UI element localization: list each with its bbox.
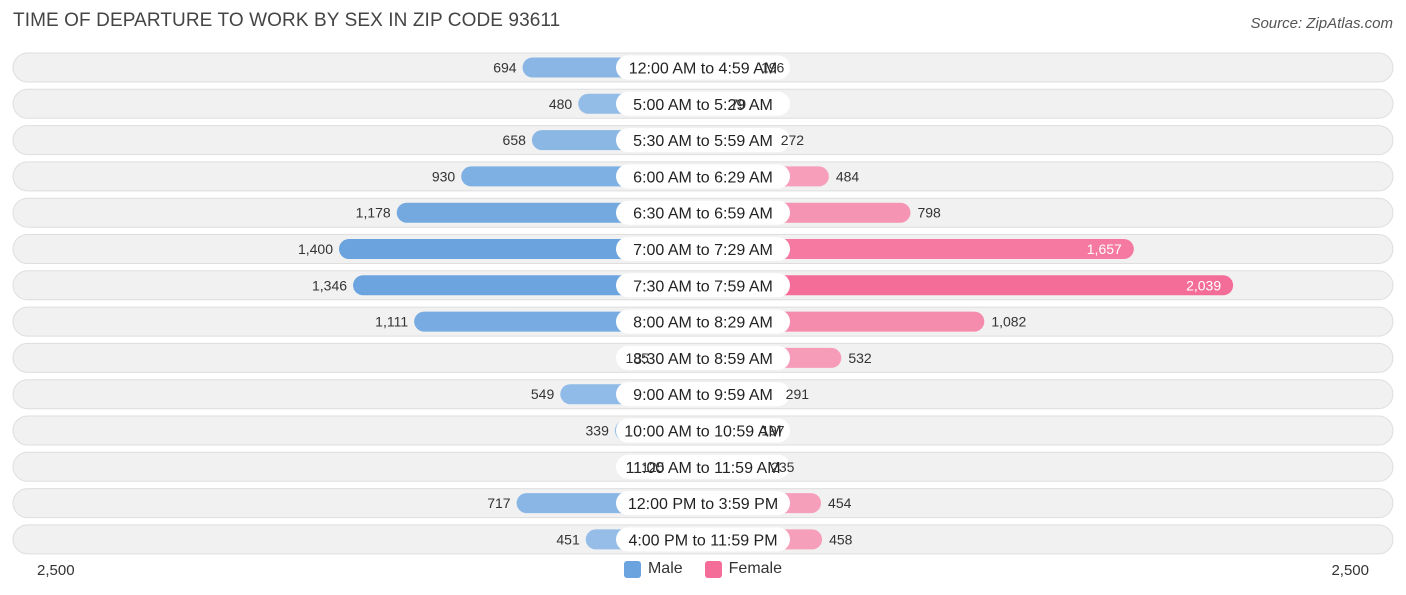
female-value-label: 235 [771,459,795,475]
category-label-pill [616,91,790,116]
category-label-pill [616,527,790,552]
female-bar [693,239,1134,259]
category-label-pill [616,237,790,261]
category-label: 10:00 AM to 10:59 AM [624,424,781,441]
category-label: 7:30 AM to 7:59 AM [633,278,773,295]
male-value-label: 125 [641,459,665,475]
category-label-pill [616,273,790,298]
category-label: 9:00 AM to 9:59 AM [633,387,773,404]
legend-label-male: Male [647,560,683,577]
axis-left-label: 2,500 [37,562,75,579]
category-label: 5:30 AM to 5:59 AM [633,133,773,150]
category-label-pill [616,454,790,479]
female-value-label: 79 [731,96,747,112]
female-value-label: 2,039 [1186,277,1221,293]
legend-item-female[interactable]: Female [704,560,783,578]
male-value-label: 1,178 [356,205,391,221]
female-swatch-icon [704,560,722,578]
category-label: 7:00 AM to 7:29 AM [633,242,773,259]
male-value-label: 185 [626,350,650,366]
female-bar [693,275,1234,296]
male-value-label: 549 [531,386,555,402]
female-value-label: 196 [761,60,785,76]
category-label-pill [616,382,790,407]
male-value-label: 451 [556,531,580,547]
legend: Male Female [0,560,1406,578]
category-label-pill [616,200,790,225]
male-value-label: 339 [586,423,610,439]
male-value-label: 1,346 [312,277,347,293]
female-value-label: 458 [829,531,853,547]
category-label: 12:00 AM to 4:59 AM [629,61,778,78]
source-note: Source: ZipAtlas.com [1250,15,1393,32]
female-value-label: 454 [828,495,852,511]
category-label-pill [616,309,790,334]
category-label: 8:30 AM to 8:59 AM [633,351,773,368]
category-label-pill [616,55,790,80]
category-label: 8:00 AM to 8:29 AM [633,315,773,332]
male-value-label: 658 [503,132,527,148]
category-label: 5:00 AM to 5:29 AM [633,97,773,114]
female-value-label: 532 [848,350,872,366]
female-value-label: 1,657 [1087,241,1122,257]
category-label-pill [616,491,790,516]
category-label-pill [616,128,790,153]
category-label: 6:00 AM to 6:29 AM [633,169,773,186]
female-value-label: 272 [781,132,805,148]
legend-item-male[interactable]: Male [623,560,683,578]
female-value-label: 197 [761,423,785,439]
male-value-label: 694 [493,60,517,76]
male-value-label: 1,400 [298,241,333,257]
female-value-label: 291 [786,386,810,402]
male-value-label: 717 [487,495,511,511]
category-label: 4:00 PM to 11:59 PM [628,532,777,549]
legend-label-female: Female [728,560,783,577]
category-label-pill [616,345,790,370]
female-value-label: 798 [917,205,941,221]
chart-title: TIME OF DEPARTURE TO WORK BY SEX IN ZIP … [13,10,561,31]
male-value-label: 930 [432,168,456,184]
axis-right-label: 2,500 [1331,562,1369,579]
male-value-label: 1,111 [375,314,408,330]
female-value-label: 484 [836,168,860,184]
category-label-pill [616,418,790,443]
female-value-label: 1,082 [991,314,1026,330]
category-label-pill [616,164,790,189]
category-label: 12:00 PM to 3:59 PM [628,496,778,513]
male-swatch-icon [623,560,641,578]
category-label: 11:00 AM to 11:59 AM [625,460,780,477]
male-value-label: 480 [549,96,573,112]
category-label: 6:30 AM to 6:59 AM [633,206,773,223]
